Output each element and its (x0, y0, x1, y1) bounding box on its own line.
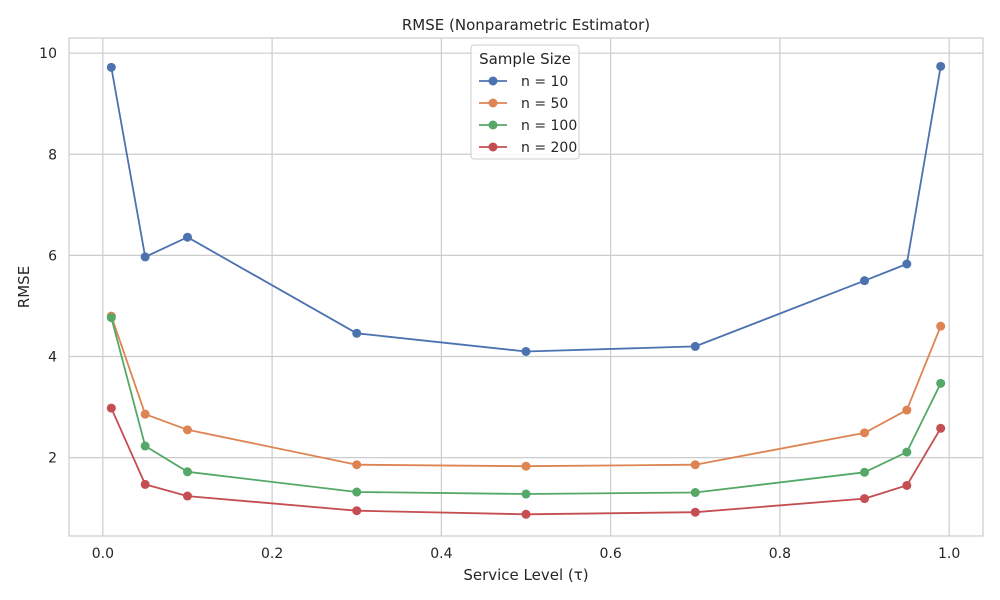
y-tick-label: 10 (39, 46, 57, 62)
y-tick-label: 4 (48, 350, 57, 366)
data-point (140, 409, 150, 419)
data-point (690, 488, 700, 498)
data-point (182, 425, 192, 435)
data-point (860, 467, 870, 477)
legend: Sample Size n = 10 n = 50 n = 100 n = 200 (470, 44, 580, 160)
data-point (352, 506, 362, 516)
legend-label: n = 50 (521, 96, 568, 112)
x-tick-label: 1.0 (938, 546, 960, 562)
legend-swatch-marker (488, 120, 498, 130)
data-point (936, 423, 946, 433)
legend-label: n = 10 (521, 74, 568, 90)
data-point (902, 259, 912, 269)
x-tick-label: 0.8 (769, 546, 791, 562)
data-point (860, 428, 870, 438)
data-point (860, 276, 870, 286)
data-point (140, 479, 150, 489)
legend-swatch-marker (488, 142, 498, 152)
x-axis-title: Service Level (τ) (463, 566, 588, 584)
y-tick-label: 6 (48, 248, 57, 264)
x-tick-label: 0.6 (599, 546, 621, 562)
data-point (182, 491, 192, 501)
data-point (860, 494, 870, 504)
data-point (521, 461, 531, 471)
x-tick-label: 0.2 (261, 546, 283, 562)
data-point (902, 447, 912, 457)
data-point (521, 346, 531, 356)
series-group (106, 61, 946, 519)
data-point (182, 232, 192, 242)
series-n-200 (106, 403, 946, 519)
data-point (106, 313, 116, 323)
data-point (352, 460, 362, 470)
data-point (352, 487, 362, 497)
legend-box (470, 44, 580, 160)
data-point (936, 321, 946, 331)
data-point (902, 480, 912, 490)
data-point (140, 441, 150, 451)
y-tick-label: 2 (48, 451, 57, 467)
y-axis-ticks: 2 4 6 8 10 (39, 46, 57, 466)
legend-title: Sample Size (479, 50, 571, 68)
data-point (690, 460, 700, 470)
legend-item: n = 10 (479, 74, 568, 90)
series-n-100 (106, 313, 946, 499)
data-point (140, 252, 150, 262)
data-point (690, 341, 700, 351)
series-n-50 (106, 311, 946, 471)
y-axis-title: RMSE (15, 266, 33, 308)
x-axis-ticks: 0.0 0.2 0.4 0.6 0.8 1.0 (92, 546, 961, 562)
legend-item: n = 50 (479, 96, 568, 112)
y-tick-label: 8 (48, 147, 57, 163)
data-point (902, 405, 912, 415)
x-tick-label: 0.4 (430, 546, 452, 562)
data-point (106, 62, 116, 72)
data-point (936, 61, 946, 71)
data-point (106, 403, 116, 413)
legend-items: n = 10 n = 50 n = 100 n = 200 (479, 74, 577, 156)
data-point (521, 489, 531, 499)
plot-frame (68, 37, 984, 537)
data-point (352, 328, 362, 338)
data-point (936, 378, 946, 388)
x-tick-label: 0.0 (92, 546, 114, 562)
legend-swatch-marker (488, 76, 498, 86)
data-point (690, 507, 700, 517)
legend-swatch-marker (488, 98, 498, 108)
data-point (182, 467, 192, 477)
legend-label: n = 200 (521, 140, 577, 156)
chart-title: RMSE (Nonparametric Estimator) (402, 16, 650, 34)
legend-label: n = 100 (521, 118, 577, 134)
data-point (521, 509, 531, 519)
legend-item: n = 100 (479, 118, 577, 134)
series-n-10 (106, 61, 946, 356)
legend-item: n = 200 (479, 140, 577, 156)
